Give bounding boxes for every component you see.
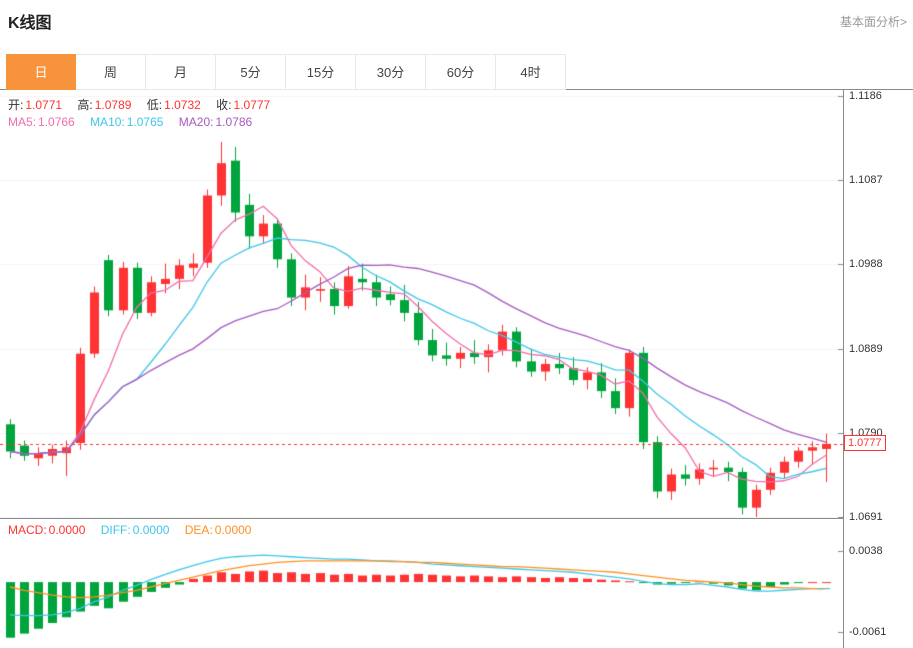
- fundamental-analysis-link[interactable]: 基本面分析>: [839, 15, 907, 29]
- tab-60min[interactable]: 60分: [426, 54, 496, 90]
- macd-label: MACD:: [8, 523, 47, 537]
- chart-area: 开: 1.0771 高: 1.0789 低: 1.0732 收: 1.0777 MA5:…: [0, 90, 913, 648]
- ma-legend: MA5: 1.0766 MA10: 1.0765 MA20: 1.0786: [8, 115, 264, 129]
- ohlc-legend: 开: 1.0771 高: 1.0789 低: 1.0732 收: 1.0777: [8, 96, 282, 113]
- close-label: 收:: [216, 98, 232, 112]
- y-axis-label: 1.1186: [849, 90, 882, 102]
- panel-separator: [0, 518, 844, 519]
- high-label: 高:: [77, 98, 93, 112]
- y-axis-label: 1.0889: [849, 342, 883, 355]
- high-value: 1.0789: [94, 98, 132, 112]
- low-value: 1.0732: [164, 98, 201, 112]
- ma20-label: MA20:: [178, 115, 214, 129]
- price-axis-line: [843, 90, 844, 648]
- y-axis-label: 1.0691: [849, 511, 883, 523]
- tab-15min[interactable]: 15分: [286, 54, 356, 90]
- diff-value: 0.0000: [132, 523, 170, 537]
- tab-4hour[interactable]: 4时: [496, 54, 566, 90]
- tab-daily[interactable]: 日: [6, 54, 76, 90]
- candlestick-canvas[interactable]: [0, 90, 844, 518]
- y-axis-label: 1.0988: [849, 258, 883, 271]
- y-axis-label: 1.1087: [849, 174, 883, 187]
- low-label: 低:: [146, 98, 163, 112]
- dea-label: DEA:: [184, 523, 213, 537]
- macd-legend: MACD: 0.0000 DIFF: 0.0000 DEA: 0.0000: [8, 523, 263, 537]
- tab-30min[interactable]: 30分: [356, 54, 426, 90]
- macd-value: 0.0000: [48, 523, 86, 537]
- current-price-tag: 1.0777: [844, 434, 886, 451]
- macd-axis-label: 0.0038: [849, 545, 883, 557]
- ma10-value: 1.0765: [126, 115, 164, 129]
- macd-canvas[interactable]: [0, 519, 844, 648]
- ma10-label: MA10:: [90, 115, 125, 129]
- diff-label: DIFF:: [100, 523, 131, 537]
- page-title: K线图: [8, 15, 52, 32]
- close-value: 1.0777: [233, 98, 271, 112]
- ma5-label: MA5:: [8, 115, 37, 129]
- open-value: 1.0771: [25, 98, 63, 112]
- tab-monthly[interactable]: 月: [146, 54, 216, 90]
- ma5-value: 1.0766: [38, 115, 75, 129]
- period-tabs: 日 周 月 5分 15分 30分 60分 4时: [6, 54, 566, 90]
- tab-5min[interactable]: 5分: [216, 54, 286, 90]
- tab-weekly[interactable]: 周: [76, 54, 146, 90]
- open-label: 开:: [8, 98, 24, 112]
- dea-value: 0.0000: [214, 523, 252, 537]
- macd-axis-label: -0.0061: [849, 626, 887, 638]
- ma20-value: 1.0786: [215, 115, 253, 129]
